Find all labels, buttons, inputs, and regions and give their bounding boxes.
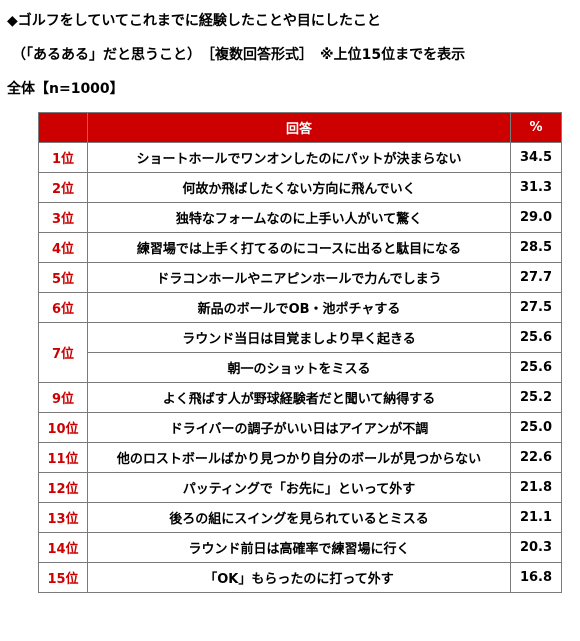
table-row: 7位 ラウンド当日は目覚ましより早く起きる 25.6 xyxy=(38,322,562,383)
table-row: 6位 新品のボールでOB・池ポチャする 27.5 xyxy=(38,292,562,323)
table-row: 1位 ショートホールでワンオンしたのにパットが決まらない 34.5 xyxy=(38,142,562,173)
answer-cell: 練習場では上手く打てるのにコースに出ると駄目になる xyxy=(87,232,511,263)
rank-cell: 11位 xyxy=(38,442,88,473)
table-row: 11位 他のロストボールばかり見つかり自分のボールが見つからない 22.6 xyxy=(38,442,562,473)
percent-cell: 34.5 xyxy=(510,142,562,173)
answer-cell: パッティングで「お先に」といって外す xyxy=(87,472,511,503)
table-row: 13位 後ろの組にスイングを見られているとミスる 21.1 xyxy=(38,502,562,533)
table-row: 12位 パッティングで「お先に」といって外す 21.8 xyxy=(38,472,562,503)
answer-cell: ドライバーの調子がいい日はアイアンが不調 xyxy=(87,412,511,443)
rank-cell: 9位 xyxy=(38,382,88,413)
table-header-row: 回答 % xyxy=(38,112,562,143)
rank-cell: 5位 xyxy=(38,262,88,293)
rank-cell: 2位 xyxy=(38,172,88,203)
answer-cell: ラウンド当日は目覚ましより早く起きる xyxy=(87,322,511,353)
sample-size-label: 全体【n=1000】 xyxy=(7,81,124,97)
percent-cell: 21.1 xyxy=(510,502,562,533)
answer-cell: ドラコンホールやニアピンホールで力んでしまう xyxy=(87,262,511,293)
page-title: ◆ゴルフをしていてこれまでに経験したことや目にしたこと xyxy=(7,13,381,29)
rank-cell: 10位 xyxy=(38,412,88,443)
rank-cell: 15位 xyxy=(38,562,88,593)
percent-cell: 27.5 xyxy=(510,292,562,323)
rank-header-cell xyxy=(38,112,88,143)
answer-cell: ショートホールでワンオンしたのにパットが決まらない xyxy=(87,142,511,173)
percent-cell: 31.3 xyxy=(510,172,562,203)
answer-column-header: 回答 xyxy=(87,112,511,143)
answer-cell: よく飛ばす人が野球経験者だと聞いて納得する xyxy=(87,382,511,413)
answer-cell: 独特なフォームなのに上手い人がいて驚く xyxy=(87,202,511,233)
rank-cell: 6位 xyxy=(38,292,88,323)
table-row: 3位 独特なフォームなのに上手い人がいて驚く 29.0 xyxy=(38,202,562,233)
table-row: 5位 ドラコンホールやニアピンホールで力んでしまう 27.7 xyxy=(38,262,562,293)
table-row: 10位 ドライバーの調子がいい日はアイアンが不調 25.0 xyxy=(38,412,562,443)
rank-cell: 13位 xyxy=(38,502,88,533)
percent-cell: 20.3 xyxy=(510,532,562,563)
table-row: 14位 ラウンド前日は高確率で練習場に行く 20.3 xyxy=(38,532,562,563)
percent-cell: 22.6 xyxy=(510,442,562,473)
table-row: 15位 「OK」もらったのに打って外す 16.8 xyxy=(38,562,562,593)
percent-cell: 29.0 xyxy=(510,202,562,233)
percent-cell: 27.7 xyxy=(510,262,562,293)
rank-cell: 12位 xyxy=(38,472,88,503)
table-row: 朝一のショットをミスる 25.6 xyxy=(39,352,562,383)
table-row: 2位 何故か飛ばしたくない方向に飛んでいく 31.3 xyxy=(38,172,562,203)
answer-cell: ラウンド前日は高確率で練習場に行く xyxy=(87,532,511,563)
percent-column-header: % xyxy=(510,112,562,143)
percent-cell: 25.6 xyxy=(510,322,562,353)
rank-cell: 1位 xyxy=(38,142,88,173)
ranking-table: 回答 % 1位 ショートホールでワンオンしたのにパットが決まらない 34.5 2… xyxy=(38,112,562,593)
table-row: 9位 よく飛ばす人が野球経験者だと聞いて納得する 25.2 xyxy=(38,382,562,413)
rank-cell: 3位 xyxy=(38,202,88,233)
percent-cell: 25.0 xyxy=(510,412,562,443)
answer-cell: 何故か飛ばしたくない方向に飛んでいく xyxy=(87,172,511,203)
percent-cell: 28.5 xyxy=(510,232,562,263)
percent-cell: 25.2 xyxy=(510,382,562,413)
rank-cell: 14位 xyxy=(38,532,88,563)
answer-cell: 「OK」もらったのに打って外す xyxy=(87,562,511,593)
percent-cell: 25.6 xyxy=(510,352,562,383)
answer-cell: 後ろの組にスイングを見られているとミスる xyxy=(87,502,511,533)
answer-cell: 他のロストボールばかり見つかり自分のボールが見つからない xyxy=(87,442,511,473)
answer-cell: 朝一のショットをミスる xyxy=(87,352,511,383)
percent-cell: 21.8 xyxy=(510,472,562,503)
rank-cell: 4位 xyxy=(38,232,88,263)
answer-cell: 新品のボールでOB・池ポチャする xyxy=(87,292,511,323)
percent-cell: 16.8 xyxy=(510,562,562,593)
rank-cell: 7位 xyxy=(38,322,88,383)
question-subtitle: （「あるある」だと思うこと） ［複数回答形式］ ※上位15位までを表示 xyxy=(12,47,466,63)
table-row: 4位 練習場では上手く打てるのにコースに出ると駄目になる 28.5 xyxy=(38,232,562,263)
